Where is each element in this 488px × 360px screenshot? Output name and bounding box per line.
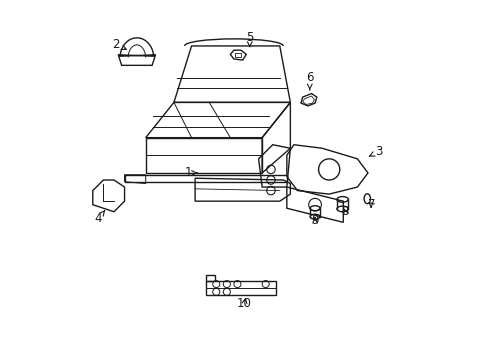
Text: 6: 6	[305, 71, 313, 90]
Text: 10: 10	[237, 297, 251, 310]
Text: 1: 1	[184, 166, 197, 179]
Text: 3: 3	[368, 145, 382, 158]
Text: 7: 7	[367, 198, 374, 211]
Text: 2: 2	[112, 38, 126, 51]
Text: 5: 5	[245, 31, 253, 47]
Text: 4: 4	[94, 211, 104, 225]
Text: 9: 9	[311, 214, 318, 227]
Text: 8: 8	[341, 205, 348, 218]
